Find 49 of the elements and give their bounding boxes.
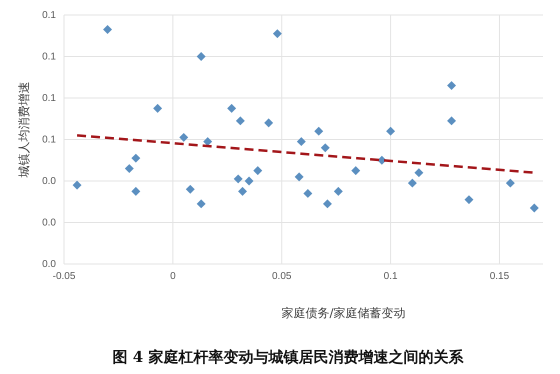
point	[294, 172, 304, 182]
point	[238, 186, 248, 196]
point	[334, 186, 343, 196]
point	[103, 25, 112, 34]
y-tick-label: 0.1	[42, 93, 56, 104]
x-tick-label: 0.15	[490, 271, 510, 282]
point	[124, 164, 134, 174]
x-tick-label: 0	[170, 271, 176, 282]
y-tick-label: 0.0	[42, 176, 56, 188]
x-tick-label: 0.1	[384, 271, 398, 282]
y-tick-label: 0.1	[42, 134, 56, 146]
text: 图 4 家庭杠杆率变动与城镇居民消费增速之间的关系	[112, 348, 464, 366]
point	[196, 52, 206, 61]
point	[234, 174, 243, 184]
point	[506, 178, 515, 188]
point	[179, 132, 188, 142]
y-tick-label: 0.1	[42, 10, 56, 22]
point	[253, 166, 262, 176]
point	[386, 126, 396, 136]
y-tick-label: 0.1	[42, 52, 56, 63]
point	[227, 104, 236, 113]
y-tick-label: 0.0	[42, 259, 56, 270]
point	[414, 168, 424, 178]
point	[314, 126, 324, 136]
point	[131, 154, 140, 163]
point	[303, 188, 312, 198]
point	[186, 184, 195, 194]
point	[272, 29, 282, 38]
point	[408, 178, 417, 188]
point	[530, 204, 539, 212]
point	[447, 116, 456, 126]
x-axis-title: 家庭债务/家庭储蓄变动	[281, 306, 406, 320]
point	[464, 195, 474, 204]
y-tick-label: 0.0	[42, 218, 56, 229]
point	[320, 143, 330, 152]
point	[322, 199, 332, 208]
point	[131, 186, 140, 196]
x-tick-label: 0.05	[272, 271, 292, 282]
point	[244, 176, 254, 186]
point	[72, 180, 82, 190]
y-axis-title: 城镇人均消费增速	[17, 82, 31, 178]
point	[236, 116, 245, 126]
x-tick-label: -0.05	[52, 271, 76, 282]
point	[296, 137, 306, 146]
point	[351, 166, 360, 176]
point	[264, 118, 274, 128]
point	[153, 104, 162, 113]
point	[447, 81, 456, 90]
point	[196, 199, 206, 208]
